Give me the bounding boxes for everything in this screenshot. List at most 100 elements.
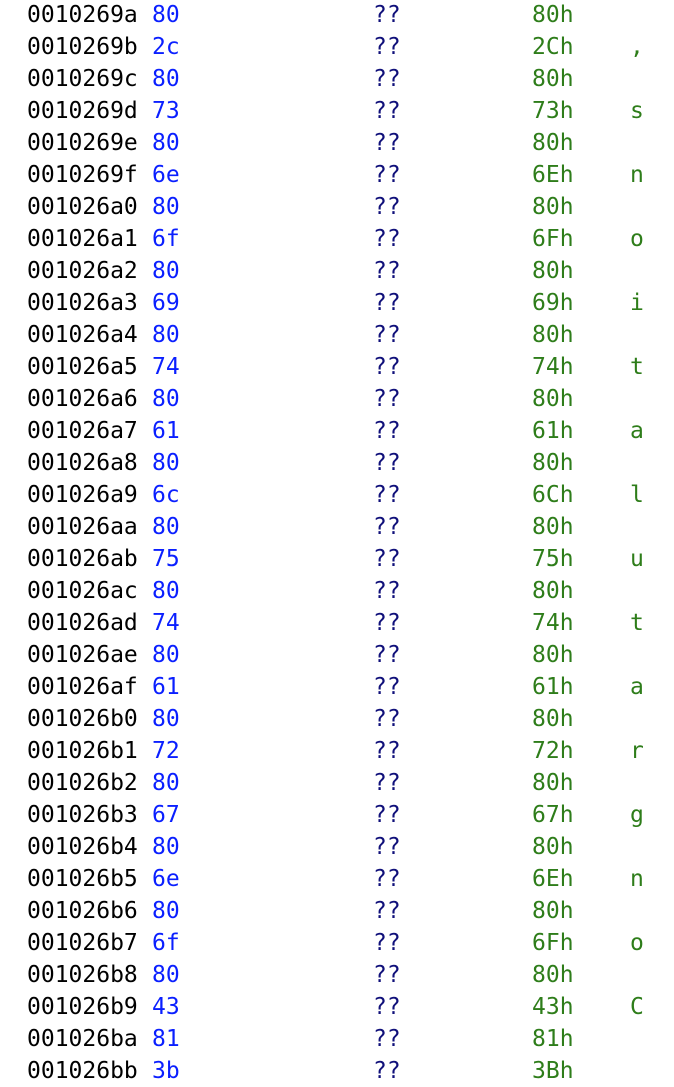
listing-row[interactable]: 001026a2 80?? 80h bbox=[0, 255, 674, 287]
address-label: 001026bb bbox=[27, 1058, 138, 1084]
address-label: 001026b3 bbox=[27, 802, 138, 828]
listing-row[interactable]: 001026bb 3b?? 3Bh bbox=[0, 1055, 674, 1087]
data-value: 80h bbox=[532, 66, 574, 92]
data-value: 80h bbox=[532, 194, 574, 220]
address-label: 001026b5 bbox=[27, 866, 138, 892]
ascii-char: a bbox=[630, 418, 644, 444]
data-value: 80h bbox=[532, 642, 574, 668]
data-value: 80h bbox=[532, 258, 574, 284]
listing-row[interactable]: 001026ab 75?? 75h u bbox=[0, 543, 674, 575]
mnemonic: ?? bbox=[373, 34, 401, 60]
listing-row[interactable]: 001026b4 80?? 80h bbox=[0, 831, 674, 863]
byte-value: 80 bbox=[152, 2, 180, 28]
data-value: 61h bbox=[532, 418, 574, 444]
address-label: 001026ac bbox=[27, 578, 138, 604]
data-value: 67h bbox=[532, 802, 574, 828]
address-label: 001026b1 bbox=[27, 738, 138, 764]
data-value: 80h bbox=[532, 706, 574, 732]
listing-row[interactable]: 0010269f 6e?? 6Eh n bbox=[0, 159, 674, 191]
data-value: 80h bbox=[532, 578, 574, 604]
listing-row[interactable]: 001026a0 80?? 80h bbox=[0, 191, 674, 223]
listing-row[interactable]: 001026a1 6f?? 6Fh o bbox=[0, 223, 674, 255]
listing-row[interactable]: 001026b1 72?? 72h r bbox=[0, 735, 674, 767]
listing-row[interactable]: 001026b0 80?? 80h bbox=[0, 703, 674, 735]
mnemonic: ?? bbox=[373, 514, 401, 540]
mnemonic: ?? bbox=[373, 578, 401, 604]
listing-row[interactable]: 001026a4 80?? 80h bbox=[0, 319, 674, 351]
listing-row[interactable]: 0010269d 73?? 73h s bbox=[0, 95, 674, 127]
mnemonic: ?? bbox=[373, 674, 401, 700]
ascii-char: , bbox=[630, 34, 644, 60]
listing-row[interactable]: 001026b7 6f?? 6Fh o bbox=[0, 927, 674, 959]
mnemonic: ?? bbox=[373, 226, 401, 252]
data-value: 74h bbox=[532, 610, 574, 636]
data-value: 80h bbox=[532, 386, 574, 412]
byte-value: 80 bbox=[152, 450, 180, 476]
listing-row[interactable]: 001026a9 6c?? 6Ch l bbox=[0, 479, 674, 511]
ascii-char: t bbox=[630, 610, 644, 636]
listing-row[interactable]: 0010269e 80?? 80h bbox=[0, 127, 674, 159]
listing-row[interactable]: 001026a5 74?? 74h t bbox=[0, 351, 674, 383]
ascii-char: a bbox=[630, 674, 644, 700]
ascii-char: g bbox=[630, 802, 644, 828]
listing-row[interactable]: 001026b5 6e?? 6Eh n bbox=[0, 863, 674, 895]
byte-value: 80 bbox=[152, 130, 180, 156]
address-label: 001026a3 bbox=[27, 290, 138, 316]
byte-value: 80 bbox=[152, 386, 180, 412]
listing-row[interactable]: 001026a7 61?? 61h a bbox=[0, 415, 674, 447]
ascii-char: t bbox=[630, 354, 644, 380]
byte-value: 81 bbox=[152, 1026, 180, 1052]
data-value: 6Eh bbox=[532, 866, 574, 892]
listing-row[interactable]: 001026ac 80?? 80h bbox=[0, 575, 674, 607]
mnemonic: ?? bbox=[373, 322, 401, 348]
listing-row[interactable]: 0010269a 80?? 80h bbox=[0, 0, 674, 31]
ascii-char: n bbox=[630, 866, 644, 892]
byte-value: 61 bbox=[152, 418, 180, 444]
listing-row[interactable]: 001026b9 43?? 43h C bbox=[0, 991, 674, 1023]
data-value: 69h bbox=[532, 290, 574, 316]
byte-value: 80 bbox=[152, 898, 180, 924]
mnemonic: ?? bbox=[373, 258, 401, 284]
mnemonic: ?? bbox=[373, 130, 401, 156]
ascii-char: o bbox=[630, 226, 644, 252]
address-label: 001026a8 bbox=[27, 450, 138, 476]
mnemonic: ?? bbox=[373, 642, 401, 668]
listing-row[interactable]: 001026b2 80?? 80h bbox=[0, 767, 674, 799]
listing-row[interactable]: 001026b8 80?? 80h bbox=[0, 959, 674, 991]
address-label: 001026ae bbox=[27, 642, 138, 668]
listing-row[interactable]: 001026a6 80?? 80h bbox=[0, 383, 674, 415]
listing-row[interactable]: 001026ae 80?? 80h bbox=[0, 639, 674, 671]
mnemonic: ?? bbox=[373, 898, 401, 924]
address-label: 001026a6 bbox=[27, 386, 138, 412]
address-label: 0010269b bbox=[27, 34, 138, 60]
mnemonic: ?? bbox=[373, 546, 401, 572]
address-label: 001026aa bbox=[27, 514, 138, 540]
mnemonic: ?? bbox=[373, 2, 401, 28]
mnemonic: ?? bbox=[373, 354, 401, 380]
byte-value: 80 bbox=[152, 194, 180, 220]
data-value: 72h bbox=[532, 738, 574, 764]
mnemonic: ?? bbox=[373, 802, 401, 828]
data-value: 6Eh bbox=[532, 162, 574, 188]
listing-row[interactable]: 001026ba 81?? 81h bbox=[0, 1023, 674, 1055]
listing-row[interactable]: 001026b6 80?? 80h bbox=[0, 895, 674, 927]
listing-row[interactable]: 001026ad 74?? 74h t bbox=[0, 607, 674, 639]
byte-value: 74 bbox=[152, 610, 180, 636]
ascii-char: C bbox=[630, 994, 644, 1020]
data-value: 6Ch bbox=[532, 482, 574, 508]
listing-row[interactable]: 001026aa 80?? 80h bbox=[0, 511, 674, 543]
data-value: 2Ch bbox=[532, 34, 574, 60]
byte-value: 80 bbox=[152, 322, 180, 348]
listing-row[interactable]: 0010269c 80?? 80h bbox=[0, 63, 674, 95]
listing-row[interactable]: 0010269b 2c?? 2Ch, bbox=[0, 31, 674, 63]
byte-value: 6e bbox=[152, 866, 180, 892]
data-value: 80h bbox=[532, 514, 574, 540]
data-value: 80h bbox=[532, 130, 574, 156]
listing-row[interactable]: 001026a8 80?? 80h bbox=[0, 447, 674, 479]
listing-row[interactable]: 001026b3 67?? 67h g bbox=[0, 799, 674, 831]
byte-value: 69 bbox=[152, 290, 180, 316]
address-label: 0010269e bbox=[27, 130, 138, 156]
listing-row[interactable]: 001026a3 69?? 69h i bbox=[0, 287, 674, 319]
listing-row[interactable]: 001026af 61?? 61h a bbox=[0, 671, 674, 703]
ascii-char: r bbox=[630, 738, 644, 764]
